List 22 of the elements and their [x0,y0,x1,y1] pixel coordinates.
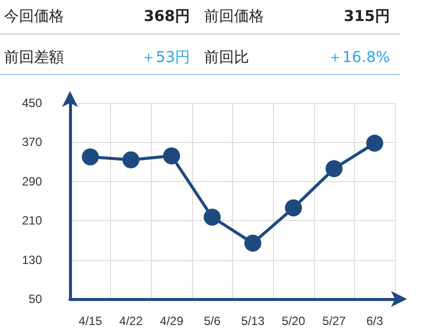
text: ＋16.8% [327,48,390,67]
text: 前回価格 [204,7,264,26]
y-tick-label: 130 [22,252,42,267]
y-tick-label: 50 [28,292,42,306]
x-tick-label: 4/22 [119,314,143,328]
x-tick-label: 5/13 [241,314,265,328]
y-tick-label: 370 [22,135,42,150]
text: 前回差額 [4,48,64,67]
y-tick-label: 450 [22,96,42,110]
text: ＋53円 [140,48,190,67]
text: 368円 [144,7,190,26]
x-tick-label: 5/6 [204,314,221,328]
x-tick-label: 6/3 [366,314,384,328]
x-tick-label: 4/15 [78,314,102,328]
text: 315円 [344,7,390,26]
y-tick-label: 210 [22,214,42,228]
y-tick-label: 290 [22,174,42,188]
text: 今回価格 [4,7,64,26]
x-tick-label: 4/29 [160,314,184,328]
x-tick-label: 5/27 [322,314,346,328]
x-tick-label: 5/20 [282,314,306,328]
text: 前回比 [204,48,249,67]
